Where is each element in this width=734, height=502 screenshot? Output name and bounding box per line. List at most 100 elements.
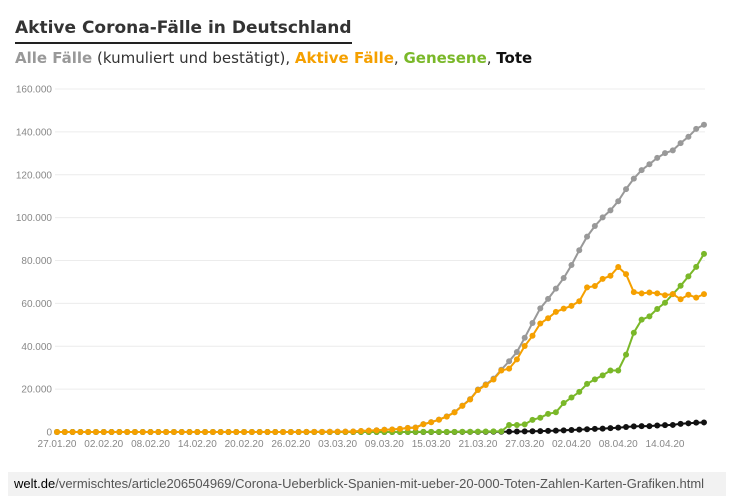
data-point-aktive-f-lle (334, 428, 341, 435)
data-point-aktive-f-lle (233, 428, 240, 435)
data-point-genesene (467, 428, 474, 435)
data-point-aktive-f-lle (584, 284, 591, 291)
data-point-tote (568, 427, 575, 434)
data-point-genesene (560, 400, 567, 407)
series-line-genesene (57, 253, 705, 433)
data-point-aktive-f-lle (700, 291, 707, 298)
data-point-aktive-f-lle (420, 421, 427, 428)
data-point-alle-f-lle (599, 214, 606, 221)
data-point-genesene (599, 372, 606, 379)
data-point-aktive-f-lle (85, 428, 92, 435)
data-point-aktive-f-lle (490, 376, 497, 383)
data-point-aktive-f-lle (506, 365, 513, 372)
chart-title: Aktive Corona-Fälle in Deutschland (15, 18, 352, 44)
data-point-tote (607, 425, 614, 432)
data-point-tote (630, 423, 637, 430)
data-point-aktive-f-lle (287, 428, 294, 435)
y-tick-label: 0 (46, 428, 52, 439)
data-point-aktive-f-lle (342, 428, 349, 435)
data-point-genesene (428, 428, 435, 435)
data-point-aktive-f-lle (209, 428, 216, 435)
data-point-aktive-f-lle (131, 428, 138, 435)
data-point-genesene (607, 367, 614, 374)
data-point-genesene (451, 428, 458, 435)
data-point-tote (654, 422, 661, 429)
x-tick-label: 14.04.20 (646, 439, 685, 450)
data-point-genesene (443, 428, 450, 435)
data-point-aktive-f-lle (677, 296, 684, 303)
data-point-aktive-f-lle (280, 428, 287, 435)
data-point-alle-f-lle (700, 121, 707, 128)
data-point-aktive-f-lle (513, 356, 520, 363)
x-tick-label: 27.01.20 (38, 439, 77, 450)
data-point-genesene (693, 263, 700, 270)
series-line-aktive-f-lle (57, 265, 705, 433)
data-point-tote (560, 427, 567, 434)
y-tick-label: 100.000 (16, 213, 53, 224)
data-point-tote (545, 427, 552, 434)
data-point-aktive-f-lle (412, 424, 419, 431)
data-point-aktive-f-lle (568, 302, 575, 309)
data-point-aktive-f-lle (576, 298, 583, 305)
data-point-genesene (506, 422, 513, 429)
x-tick-label: 02.02.20 (84, 439, 123, 450)
data-point-tote (599, 425, 606, 432)
data-point-aktive-f-lle (435, 416, 442, 423)
data-point-aktive-f-lle (61, 428, 68, 435)
data-point-alle-f-lle (506, 358, 513, 365)
data-point-aktive-f-lle (272, 428, 279, 435)
data-point-aktive-f-lle (482, 382, 489, 389)
data-point-genesene (568, 394, 575, 401)
data-point-genesene (498, 428, 505, 435)
data-point-aktive-f-lle (116, 428, 123, 435)
data-point-alle-f-lle (693, 125, 700, 132)
data-point-tote (576, 426, 583, 433)
data-point-genesene (662, 299, 669, 306)
data-point-tote (552, 427, 559, 434)
data-point-genesene (490, 428, 497, 435)
data-point-tote (693, 419, 700, 426)
data-point-tote (537, 428, 544, 435)
data-point-genesene (700, 250, 707, 257)
data-point-aktive-f-lle (599, 275, 606, 282)
data-point-aktive-f-lle (685, 291, 692, 298)
legend-separator: , (393, 49, 404, 67)
data-point-aktive-f-lle (225, 428, 232, 435)
x-tick-label: 27.03.20 (505, 439, 544, 450)
x-tick-label: 08.02.20 (131, 439, 170, 450)
data-point-aktive-f-lle (521, 342, 528, 349)
x-tick-label: 21.03.20 (458, 439, 497, 450)
data-point-aktive-f-lle (194, 428, 201, 435)
data-point-aktive-f-lle (147, 428, 154, 435)
legend-separator: (kumuliert und bestätigt), (92, 49, 295, 67)
legend-item: Tote (496, 49, 533, 67)
data-point-aktive-f-lle (693, 294, 700, 301)
data-point-aktive-f-lle (311, 428, 318, 435)
data-point-tote (615, 424, 622, 431)
data-point-aktive-f-lle (669, 291, 676, 298)
data-point-aktive-f-lle (474, 386, 481, 393)
data-point-aktive-f-lle (630, 289, 637, 296)
data-point-alle-f-lle (584, 233, 591, 240)
data-point-aktive-f-lle (202, 428, 209, 435)
y-tick-label: 20.000 (21, 385, 52, 396)
data-point-tote (506, 428, 513, 435)
data-point-genesene (654, 305, 661, 312)
data-point-aktive-f-lle (428, 419, 435, 426)
x-tick-label: 26.02.20 (271, 439, 310, 450)
data-point-alle-f-lle (576, 247, 583, 254)
data-point-tote (591, 425, 598, 432)
data-point-aktive-f-lle (303, 428, 310, 435)
data-point-aktive-f-lle (623, 271, 630, 278)
data-point-aktive-f-lle (350, 428, 357, 435)
data-point-aktive-f-lle (264, 428, 271, 435)
x-tick-label: 14.02.20 (178, 439, 217, 450)
data-point-genesene (623, 351, 630, 358)
legend-item: Genesene (403, 49, 487, 67)
data-point-aktive-f-lle (295, 428, 302, 435)
data-point-tote (700, 419, 707, 426)
data-point-aktive-f-lle (139, 428, 146, 435)
legend-item: Aktive Fälle (294, 49, 394, 67)
data-point-aktive-f-lle (100, 428, 107, 435)
data-point-aktive-f-lle (646, 289, 653, 296)
